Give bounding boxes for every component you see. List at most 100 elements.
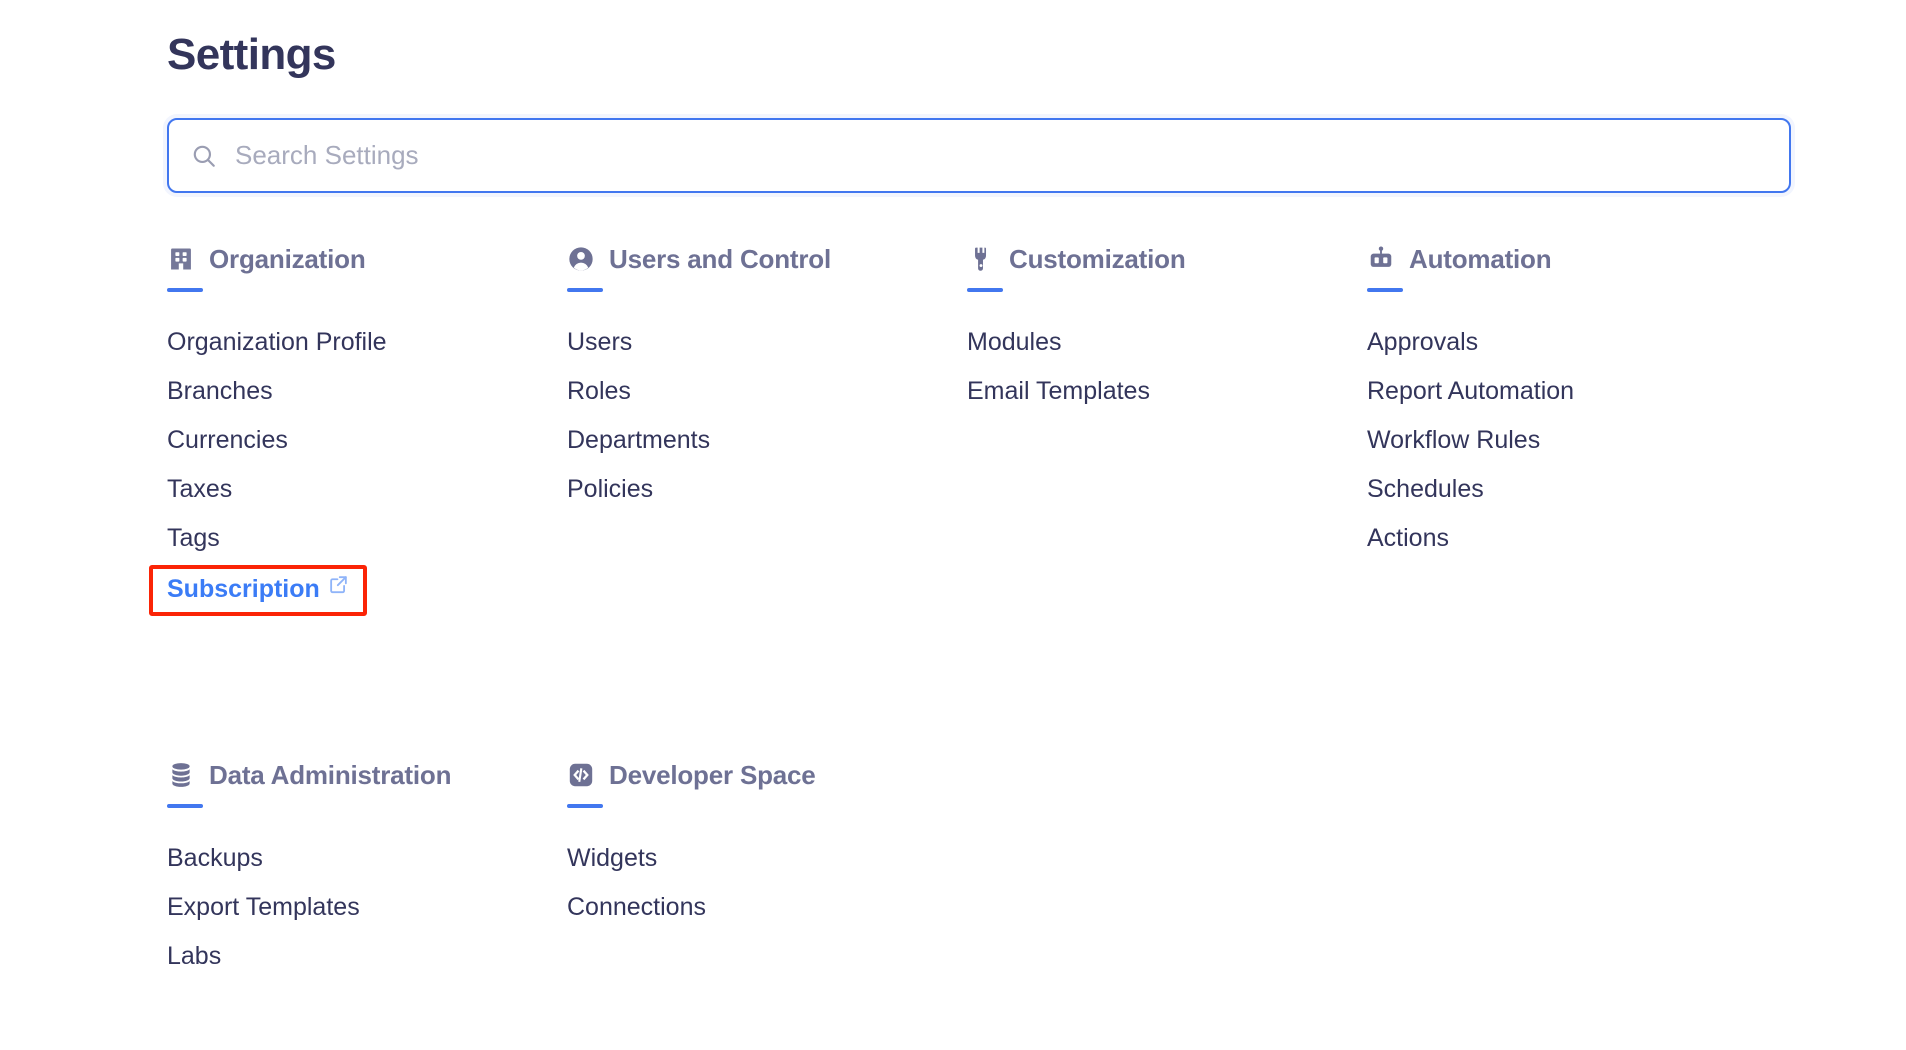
settings-link-label: Email Templates	[967, 377, 1150, 405]
list-item: Widgets	[567, 834, 967, 883]
code-brackets-icon	[567, 761, 595, 789]
group-accent-bar	[567, 288, 603, 292]
settings-link-label: Backups	[167, 844, 263, 872]
settings-link-label: Subscription	[167, 575, 320, 603]
settings-group-customization: Customization Modules Email Templates	[967, 240, 1367, 616]
settings-link-label: Policies	[567, 475, 654, 503]
group-link-list: Widgets Connections	[567, 834, 967, 932]
list-item: Roles	[567, 367, 967, 416]
group-link-list: Users Roles Departments Policies	[567, 318, 967, 514]
group-header-automation: Automation	[1367, 240, 1767, 278]
settings-link-policies[interactable]: Policies	[567, 465, 653, 514]
search-input[interactable]	[235, 120, 1767, 191]
group-accent-bar	[167, 288, 203, 292]
settings-link-report-automation[interactable]: Report Automation	[1367, 367, 1574, 416]
group-title: Data Administration	[209, 759, 452, 790]
list-item: Modules	[967, 318, 1367, 367]
settings-link-workflow-rules[interactable]: Workflow Rules	[1367, 416, 1540, 465]
settings-link-organization-profile[interactable]: Organization Profile	[167, 318, 387, 367]
settings-link-tags[interactable]: Tags	[167, 514, 220, 563]
settings-link-label: Widgets	[567, 844, 658, 872]
settings-link-label: Organization Profile	[167, 328, 387, 356]
list-item: Email Templates	[967, 367, 1367, 416]
settings-link-label: Workflow Rules	[1367, 426, 1541, 454]
settings-link-subscription[interactable]: Subscription	[167, 571, 349, 608]
settings-link-roles[interactable]: Roles	[567, 367, 631, 416]
list-item: Report Automation	[1367, 367, 1767, 416]
settings-link-taxes[interactable]: Taxes	[167, 465, 232, 514]
list-item: Schedules	[1367, 465, 1767, 514]
settings-link-schedules[interactable]: Schedules	[1367, 465, 1484, 514]
group-title: Developer Space	[609, 759, 816, 790]
wrench-icon	[967, 245, 995, 273]
list-item: Organization Profile	[167, 318, 567, 367]
settings-link-branches[interactable]: Branches	[167, 367, 273, 416]
search-bar[interactable]	[167, 118, 1791, 193]
list-item: Connections	[567, 883, 967, 932]
building-icon	[167, 245, 195, 273]
settings-link-label: Users	[567, 328, 633, 356]
settings-link-label: Roles	[567, 377, 631, 405]
list-item: Currencies	[167, 416, 567, 465]
settings-link-label: Taxes	[167, 475, 233, 503]
settings-link-email-templates[interactable]: Email Templates	[967, 367, 1150, 416]
settings-groups-row-2: Data Administration Backups Export Templat…	[167, 756, 1867, 981]
list-item: Branches	[167, 367, 567, 416]
robot-icon	[1367, 245, 1395, 273]
group-title: Customization	[1009, 243, 1186, 274]
settings-link-label: Departments	[567, 426, 711, 454]
settings-link-labs[interactable]: Labs	[167, 932, 221, 981]
settings-link-label: Branches	[167, 377, 273, 405]
settings-link-label: Approvals	[1367, 328, 1479, 356]
settings-link-label: Connections	[567, 893, 706, 921]
group-header-developer-space: Developer Space	[567, 756, 967, 794]
group-header-data-administration: Data Administration	[167, 756, 567, 794]
group-link-list: Approvals Report Automation Workflow Rules…	[1367, 318, 1767, 563]
group-header-customization: Customization	[967, 240, 1367, 278]
settings-link-users[interactable]: Users	[567, 318, 632, 367]
group-accent-bar	[167, 804, 203, 808]
group-link-list: Modules Email Templates	[967, 318, 1367, 416]
group-accent-bar	[567, 804, 603, 808]
settings-group-developer-space: Developer Space Widgets Connections	[567, 756, 967, 981]
user-circle-icon	[567, 245, 595, 273]
list-item: Workflow Rules	[1367, 416, 1767, 465]
list-item: Labs	[167, 932, 567, 981]
external-link-icon	[328, 574, 349, 595]
settings-link-currencies[interactable]: Currencies	[167, 416, 288, 465]
settings-link-export-templates[interactable]: Export Templates	[167, 883, 360, 932]
group-title: Users and Control	[609, 243, 831, 274]
page-title: Settings	[167, 30, 336, 79]
settings-link-backups[interactable]: Backups	[167, 834, 263, 883]
list-item: Subscription	[149, 563, 567, 616]
group-title: Automation	[1409, 243, 1552, 274]
list-item: Taxes	[167, 465, 567, 514]
settings-link-widgets[interactable]: Widgets	[567, 834, 657, 883]
settings-link-departments[interactable]: Departments	[567, 416, 710, 465]
search-icon	[191, 143, 217, 169]
group-header-organization: Organization	[167, 240, 567, 278]
settings-link-label: Tags	[167, 524, 220, 552]
settings-group-data-administration: Data Administration Backups Export Templat…	[167, 756, 567, 981]
highlight-annotation-box: Subscription	[149, 565, 367, 616]
settings-link-label: Schedules	[1367, 475, 1484, 503]
settings-link-modules[interactable]: Modules	[967, 318, 1062, 367]
group-title: Organization	[209, 243, 366, 274]
settings-link-approvals[interactable]: Approvals	[1367, 318, 1478, 367]
group-header-users-and-control: Users and Control	[567, 240, 967, 278]
list-item: Backups	[167, 834, 567, 883]
list-item: Departments	[567, 416, 967, 465]
group-link-list: Organization Profile Branches Currencies Ta…	[149, 318, 567, 616]
settings-link-label: Actions	[1367, 524, 1449, 552]
group-accent-bar	[1367, 288, 1403, 292]
settings-link-label: Export Templates	[167, 893, 360, 921]
settings-groups-row-1: Organization Organization Profile Branches…	[149, 240, 1867, 616]
group-link-list: Backups Export Templates Labs	[167, 834, 567, 981]
group-accent-bar	[967, 288, 1003, 292]
settings-group-users-and-control: Users and Control Users Roles Departments Po…	[567, 240, 967, 616]
settings-link-connections[interactable]: Connections	[567, 883, 706, 932]
list-item: Policies	[567, 465, 967, 514]
settings-link-actions[interactable]: Actions	[1367, 514, 1449, 563]
settings-groups: Organization Organization Profile Branches…	[149, 240, 1867, 981]
